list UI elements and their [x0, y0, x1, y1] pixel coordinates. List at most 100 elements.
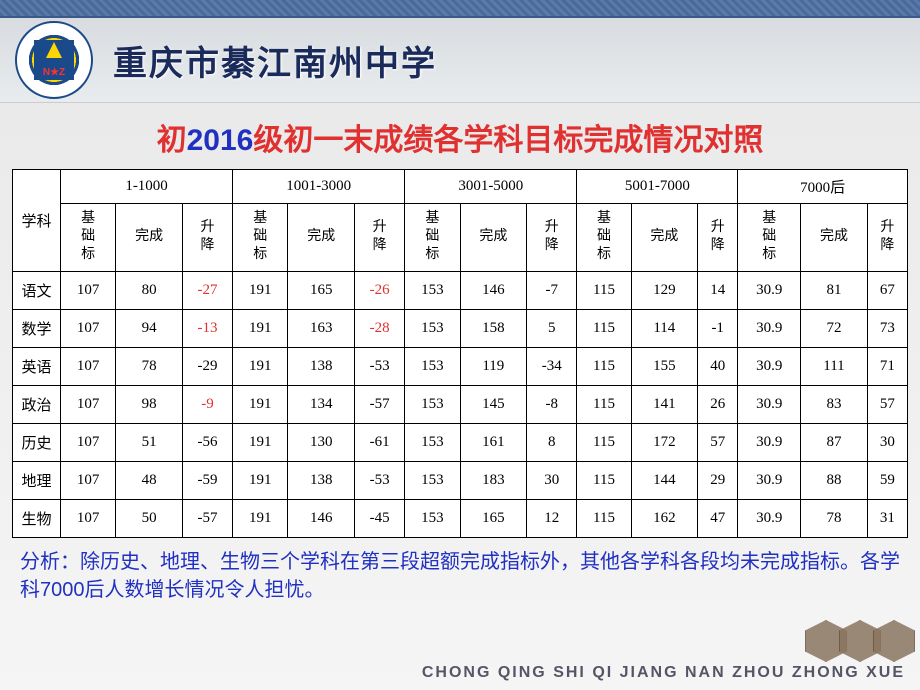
table-row: 语文10780-27191165-26153146-71151291430.98… [13, 271, 908, 309]
data-cell: 48 [116, 461, 182, 499]
data-cell: 107 [61, 461, 116, 499]
data-cell: 165 [460, 499, 526, 537]
data-cell: 80 [116, 271, 182, 309]
sub-header: 升降 [354, 204, 404, 272]
data-cell: -45 [354, 499, 404, 537]
data-cell: -7 [527, 271, 577, 309]
data-cell: 87 [801, 423, 867, 461]
data-cell: 138 [288, 461, 354, 499]
school-name: 重庆市綦江南州中学 [113, 36, 437, 85]
data-cell: 119 [460, 347, 526, 385]
table-body: 语文10780-27191165-26153146-71151291430.98… [13, 271, 908, 537]
data-cell: 57 [698, 423, 738, 461]
data-cell: 78 [801, 499, 867, 537]
data-cell: 98 [116, 385, 182, 423]
sub-header: 升降 [182, 204, 232, 272]
data-cell: 8 [527, 423, 577, 461]
subject-cell: 数学 [13, 309, 61, 347]
title-year: 2016 [187, 124, 254, 157]
data-cell: 134 [288, 385, 354, 423]
data-cell: 153 [405, 461, 460, 499]
table-row: 英语10778-29191138-53153119-341151554030.9… [13, 347, 908, 385]
data-cell: -53 [354, 461, 404, 499]
table-sub-header-row: 基础标完成升降基础标完成升降基础标完成升降基础标完成升降基础标完成升降 [13, 204, 908, 272]
data-cell: 130 [288, 423, 354, 461]
data-cell: -56 [182, 423, 232, 461]
data-cell: -57 [354, 385, 404, 423]
sub-header: 基础标 [61, 204, 116, 272]
sub-header: 基础标 [233, 204, 288, 272]
sub-header: 完成 [460, 204, 526, 272]
table-group-header-row: 学科1-10001001-30003001-50005001-70007000后 [13, 170, 908, 204]
data-cell: 107 [61, 423, 116, 461]
subject-cell: 语文 [13, 271, 61, 309]
page-title: 初2016级初一末成绩各学科目标完成情况对照 [0, 115, 920, 159]
data-cell: 129 [631, 271, 697, 309]
data-cell: 191 [233, 499, 288, 537]
sub-header: 完成 [801, 204, 867, 272]
data-cell: 146 [288, 499, 354, 537]
data-cell: 115 [577, 499, 631, 537]
data-cell: 107 [61, 499, 116, 537]
table-row: 地理10748-59191138-53153183301151442930.98… [13, 461, 908, 499]
data-cell: 161 [460, 423, 526, 461]
data-cell: 191 [233, 347, 288, 385]
sub-header: 升降 [867, 204, 907, 272]
group-header: 7000后 [738, 170, 908, 204]
subject-cell: 历史 [13, 423, 61, 461]
data-cell: -26 [354, 271, 404, 309]
data-cell: 71 [867, 347, 907, 385]
data-cell: -34 [527, 347, 577, 385]
data-cell: -53 [354, 347, 404, 385]
data-cell: 153 [405, 423, 460, 461]
data-cell: 153 [405, 309, 460, 347]
analysis-text: 分析：除历史、地理、生物三个学科在第三段超额完成指标外，其他各学科各段均未完成指… [0, 538, 920, 604]
data-cell: -1 [698, 309, 738, 347]
data-cell: 5 [527, 309, 577, 347]
data-cell: 115 [577, 461, 631, 499]
data-cell: 30.9 [738, 423, 801, 461]
data-cell: 47 [698, 499, 738, 537]
data-cell: 115 [577, 423, 631, 461]
data-cell: 158 [460, 309, 526, 347]
data-cell: 172 [631, 423, 697, 461]
data-cell: 191 [233, 271, 288, 309]
sub-header: 完成 [116, 204, 182, 272]
data-cell: 30.9 [738, 461, 801, 499]
data-cell: 57 [867, 385, 907, 423]
data-cell: 26 [698, 385, 738, 423]
data-cell: 191 [233, 385, 288, 423]
data-cell: 94 [116, 309, 182, 347]
data-cell: 153 [405, 271, 460, 309]
data-cell: 146 [460, 271, 526, 309]
header: 重庆市綦江南州中学 [0, 18, 920, 103]
data-cell: 51 [116, 423, 182, 461]
data-cell: 153 [405, 385, 460, 423]
data-cell: 30.9 [738, 499, 801, 537]
data-cell: 165 [288, 271, 354, 309]
sub-header: 升降 [527, 204, 577, 272]
table-row: 政治10798-9191134-57153145-81151412630.983… [13, 385, 908, 423]
data-cell: -13 [182, 309, 232, 347]
data-cell: 191 [233, 309, 288, 347]
data-cell: 114 [631, 309, 697, 347]
data-cell: 153 [405, 499, 460, 537]
subject-cell: 生物 [13, 499, 61, 537]
data-cell: -59 [182, 461, 232, 499]
data-cell: 107 [61, 385, 116, 423]
group-header: 1-1000 [61, 170, 233, 204]
data-cell: 111 [801, 347, 867, 385]
data-cell: 162 [631, 499, 697, 537]
subject-cell: 地理 [13, 461, 61, 499]
data-cell: 115 [577, 347, 631, 385]
sub-header: 基础标 [738, 204, 801, 272]
sub-header: 基础标 [577, 204, 631, 272]
data-cell: 115 [577, 385, 631, 423]
data-cell: 30 [867, 423, 907, 461]
hexagon-decoration [813, 620, 915, 662]
data-cell: 50 [116, 499, 182, 537]
data-cell: 88 [801, 461, 867, 499]
data-cell: 29 [698, 461, 738, 499]
data-cell: 183 [460, 461, 526, 499]
data-cell: 155 [631, 347, 697, 385]
